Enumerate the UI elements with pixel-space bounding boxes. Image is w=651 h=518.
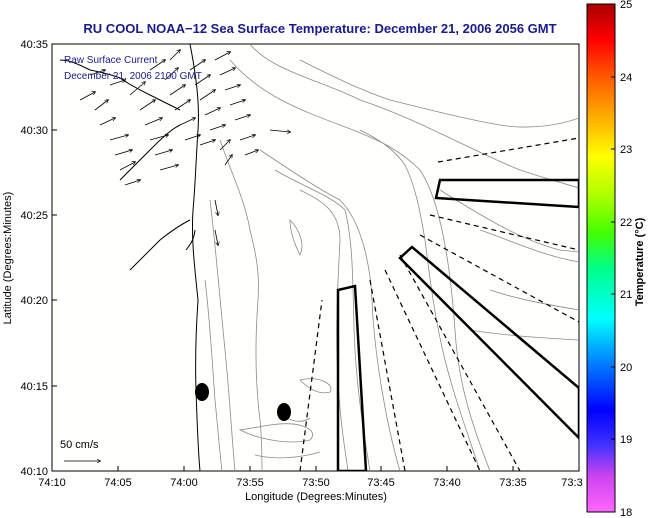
x-tick-label: 73:50 [302,477,330,489]
scale-label: 50 cm/s [60,439,99,451]
colorbar-tick: 24 [620,72,632,84]
y-tick-label: 40:20 [20,295,48,307]
x-tick-label: 74:10 [38,477,66,489]
sample-transects [299,137,579,471]
station-marker [277,403,291,421]
surface-current-vectors [79,50,290,245]
axis-ticks [51,43,580,472]
x-tick-label: 73:55 [236,477,264,489]
x-axis-label: Longitude (Degrees:Minutes) [245,491,387,503]
x-tick-label: 73:45 [367,477,395,489]
x-tick-label: 73:40 [433,477,461,489]
x-tick-label: 73:35 [499,477,527,489]
colorbar-tick: 18 [620,507,632,518]
colorbar-tick: 23 [620,144,632,156]
x-tick-label: 74:00 [170,477,198,489]
colorbar-tick: 20 [620,362,632,374]
map-plot-area: Raw Surface Current December 21, 2006 21… [51,43,580,472]
plot-frame [51,43,580,472]
colorbar-label: Temperature (°C) [634,217,646,306]
y-tick-label: 40:15 [20,381,48,393]
station-marker [195,383,209,401]
colorbar-tick: 25 [620,0,632,11]
colorbar-tick: 21 [620,289,632,301]
y-tick-labels: 40:35 40:30 40:25 40:20 40:15 40:10 [20,39,48,478]
coastline [59,44,201,471]
x-tick-label: 74:05 [104,477,132,489]
y-tick-label: 40:25 [20,210,48,222]
y-tick-label: 40:10 [20,466,48,478]
x-tick-label: 73:3 [561,477,582,489]
colorbar-tick: 19 [620,434,632,446]
temperature-colorbar: 25 24 23 22 21 20 19 18 Temperature (°C) [586,0,646,518]
x-tick-labels: 74:10 74:05 74:00 73:55 73:50 73:45 73:4… [38,477,582,489]
y-axis-label: Latitude (Degrees:Minutes) [2,192,14,325]
map-title: RU COOL NOAA−12 Sea Surface Temperature:… [83,21,556,36]
legend-line-2: December 21, 2006 2100 GMT [64,71,202,82]
legend-line-1: Raw Surface Current [64,55,158,66]
y-tick-label: 40:30 [20,125,48,137]
y-tick-label: 40:35 [20,39,48,51]
colorbar-tick: 22 [620,217,632,229]
